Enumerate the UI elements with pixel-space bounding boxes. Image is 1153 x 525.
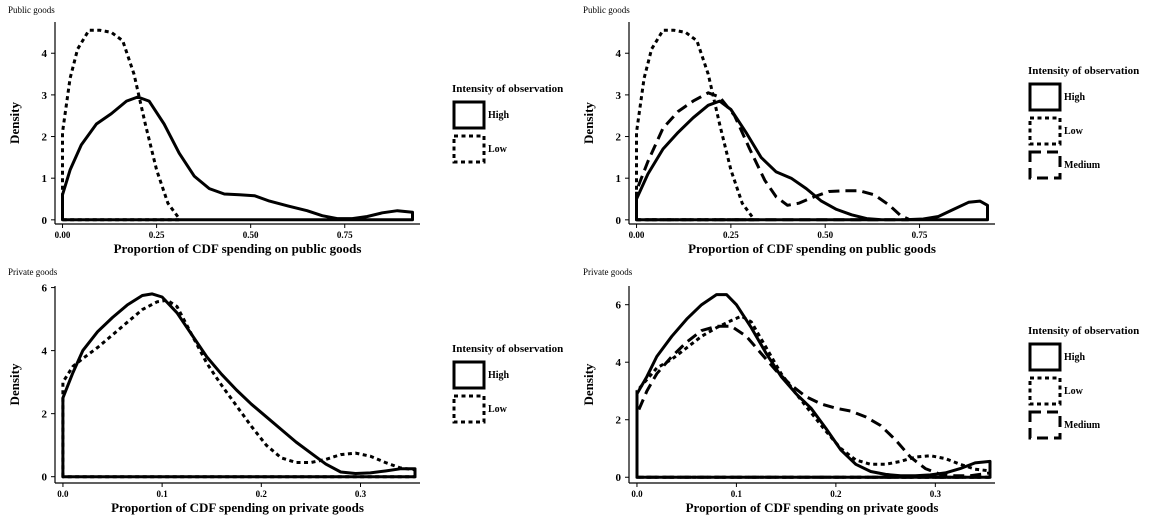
legend-label-medium: Medium bbox=[1064, 420, 1101, 431]
y-axis-label: Density bbox=[7, 102, 22, 144]
density-curve-medium bbox=[635, 324, 992, 479]
y-tick-label: 2 bbox=[616, 132, 622, 144]
panel-3: Private goods 0 2 4 6 0.0 0.1 0.2 0.3Proportion … bbox=[7, 267, 563, 515]
x-axis-label: Proportion of CDF spending on private go… bbox=[111, 500, 364, 515]
x-tick-label: 0.3 bbox=[355, 489, 367, 499]
y-tick-label: 0 bbox=[42, 215, 48, 227]
legend: Intensity of observation High Low Medium bbox=[1028, 65, 1139, 180]
x-tick-label: 0.00 bbox=[629, 230, 645, 240]
legend-label-medium: Medium bbox=[1064, 160, 1101, 171]
y-tick-label: 3 bbox=[616, 90, 622, 102]
y-tick-label: 2 bbox=[42, 409, 48, 421]
y-tick-label: 1 bbox=[42, 173, 48, 185]
density-curve-low bbox=[635, 28, 755, 222]
legend-title: Intensity of observation bbox=[1028, 65, 1139, 77]
density-curve-high bbox=[635, 99, 989, 222]
x-axis-label: Proportion of CDF spending on public goo… bbox=[688, 241, 936, 256]
legend-label-low: Low bbox=[1064, 386, 1084, 397]
panel-2: Public goods 0 1 2 3 4 0.00 0.25 0.50 0.75Proport… bbox=[581, 5, 1139, 256]
y-tick-label: 0 bbox=[616, 215, 622, 227]
panel-title: Private goods bbox=[8, 267, 58, 277]
y-tick-label: 0 bbox=[616, 472, 622, 484]
density-curve-low bbox=[61, 298, 417, 479]
x-tick-label: 0.75 bbox=[337, 230, 353, 240]
x-tick-label: 0.1 bbox=[731, 489, 743, 499]
density-curve-high bbox=[61, 292, 417, 479]
legend-label-high: High bbox=[1064, 352, 1086, 363]
x-axis-label: Proportion of CDF spending on private go… bbox=[686, 500, 939, 515]
x-tick-label: 0.00 bbox=[55, 230, 71, 240]
y-tick-label: 2 bbox=[42, 132, 48, 144]
legend-key-low bbox=[452, 394, 486, 424]
legend-key-high bbox=[1028, 82, 1062, 112]
legend: Intensity of observation High Low bbox=[452, 83, 563, 164]
density-curve-medium bbox=[635, 91, 910, 222]
y-tick-label: 0 bbox=[42, 472, 48, 484]
x-tick-label: 0.2 bbox=[830, 489, 842, 499]
legend-label-low: Low bbox=[488, 144, 508, 155]
legend-key-low bbox=[452, 134, 486, 164]
x-tick-label: 0.1 bbox=[156, 489, 168, 499]
y-tick-label: 6 bbox=[42, 283, 48, 295]
y-axis-label: Density bbox=[581, 363, 596, 405]
legend-key-low bbox=[1028, 116, 1062, 146]
y-axis-label: Density bbox=[7, 363, 22, 405]
y-tick-label: 4 bbox=[42, 346, 48, 358]
x-tick-label: 0.3 bbox=[930, 489, 942, 499]
legend-key-high bbox=[1028, 342, 1062, 372]
legend-title: Intensity of observation bbox=[1028, 325, 1139, 337]
x-axis-label: Proportion of CDF spending on public goo… bbox=[114, 241, 362, 256]
y-tick-label: 1 bbox=[616, 173, 622, 185]
panel-1: Public goods 0 1 2 3 4 0.00 0.25 0.50 0.75Proport… bbox=[7, 5, 563, 256]
legend: Intensity of observation High Low Medium bbox=[1028, 325, 1139, 440]
panel-4: Private goods 0 2 4 6 0.0 0.1 0.2 0.3Proportion … bbox=[581, 267, 1139, 515]
legend-label-low: Low bbox=[1064, 126, 1084, 137]
y-tick-label: 4 bbox=[42, 48, 48, 60]
y-tick-label: 4 bbox=[616, 48, 622, 60]
density-curve-low bbox=[61, 28, 181, 222]
x-tick-label: 0.50 bbox=[817, 230, 833, 240]
panel-title: Public goods bbox=[8, 5, 55, 15]
x-tick-label: 0.25 bbox=[723, 230, 739, 240]
density-curve-low bbox=[635, 314, 992, 479]
x-tick-label: 0.50 bbox=[243, 230, 259, 240]
panel-title: Public goods bbox=[583, 5, 630, 15]
legend-label-high: High bbox=[1064, 92, 1086, 103]
legend-key-medium bbox=[1028, 410, 1062, 440]
legend-title: Intensity of observation bbox=[452, 343, 563, 355]
legend-key-medium bbox=[1028, 150, 1062, 180]
legend-title: Intensity of observation bbox=[452, 83, 563, 95]
panel-title: Private goods bbox=[583, 267, 633, 277]
x-tick-label: 0.0 bbox=[57, 489, 69, 499]
legend-key-high bbox=[452, 360, 486, 390]
x-tick-label: 0.75 bbox=[912, 230, 928, 240]
density-curve-high bbox=[61, 95, 414, 222]
x-tick-label: 0.25 bbox=[149, 230, 165, 240]
density-curve-high bbox=[635, 293, 992, 479]
y-tick-label: 4 bbox=[616, 357, 622, 369]
y-axis-label: Density bbox=[581, 102, 596, 144]
x-tick-label: 0.2 bbox=[256, 489, 268, 499]
x-tick-label: 0.0 bbox=[631, 489, 643, 499]
legend-key-high bbox=[452, 100, 486, 130]
y-tick-label: 2 bbox=[616, 415, 622, 427]
y-tick-label: 3 bbox=[42, 90, 48, 102]
legend-label-high: High bbox=[488, 110, 510, 121]
legend-label-high: High bbox=[488, 370, 510, 381]
legend-label-low: Low bbox=[488, 404, 508, 415]
legend: Intensity of observation High Low bbox=[452, 343, 563, 424]
legend-key-low bbox=[1028, 376, 1062, 406]
y-tick-label: 6 bbox=[616, 300, 622, 312]
